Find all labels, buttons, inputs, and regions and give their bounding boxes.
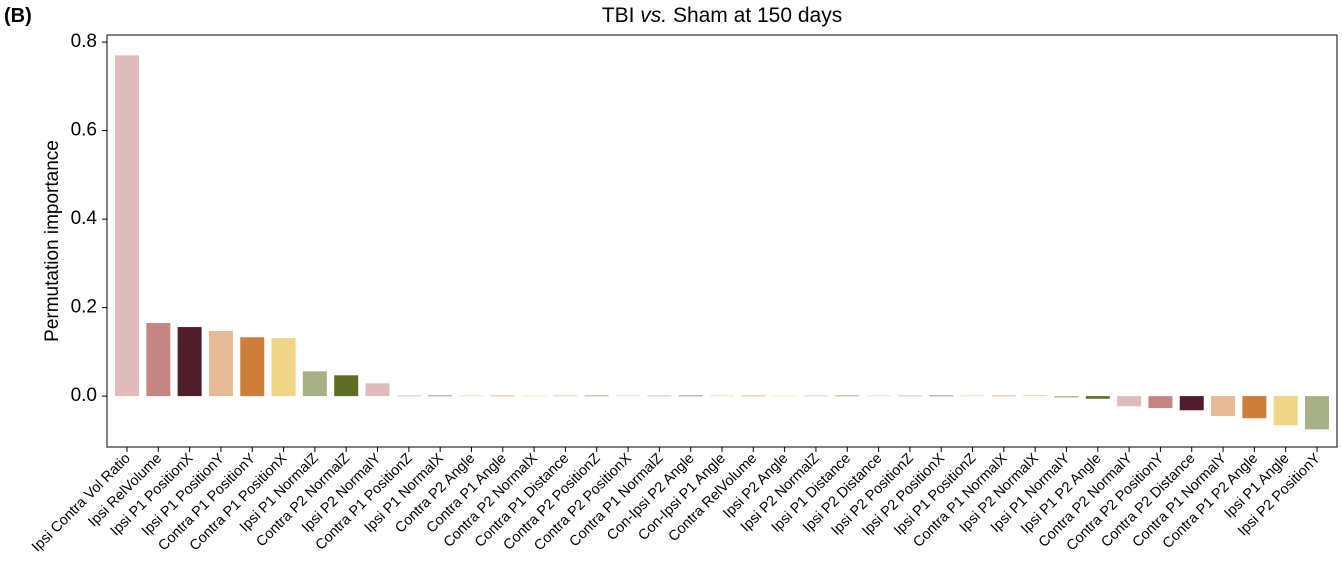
bar <box>208 331 233 397</box>
bar <box>741 395 766 397</box>
bar <box>647 395 672 397</box>
bar <box>616 395 641 397</box>
bar <box>1023 395 1048 397</box>
panel-label: (B) <box>4 5 32 27</box>
bar <box>1305 396 1329 430</box>
bar <box>710 395 734 397</box>
bar <box>365 383 390 397</box>
bar <box>522 395 547 397</box>
bar <box>553 395 578 397</box>
bar <box>1054 396 1079 398</box>
bar <box>897 395 922 397</box>
bar <box>271 338 296 397</box>
bar <box>803 395 828 397</box>
plot-frame <box>106 34 1338 448</box>
bar <box>115 55 139 397</box>
bar <box>678 395 703 397</box>
bar <box>772 395 797 397</box>
bar <box>1273 396 1298 426</box>
bar <box>302 371 327 397</box>
bar <box>490 395 515 397</box>
bar <box>584 395 609 397</box>
bar <box>835 395 860 397</box>
bar <box>428 395 453 397</box>
bar <box>991 395 1016 397</box>
y-tick-label: 0.6 <box>71 120 97 141</box>
bar <box>866 395 891 397</box>
chart-title: TBI vs. Sham at 150 days <box>602 4 842 27</box>
y-tick-label: 0.0 <box>71 385 97 406</box>
bar <box>1211 396 1236 417</box>
bar <box>1117 396 1142 407</box>
title-part: Sham at 150 days <box>667 4 842 27</box>
bar <box>177 327 202 397</box>
bar <box>1148 396 1173 409</box>
y-tick-label: 0.8 <box>71 31 97 52</box>
bar <box>1085 396 1110 399</box>
y-tick-label: 0.2 <box>71 297 97 318</box>
y-axis-label: Permutation importance <box>42 140 63 342</box>
bar <box>1179 396 1204 411</box>
title-part: vs. <box>634 4 667 27</box>
title-part: TBI <box>602 4 635 27</box>
bar <box>960 395 985 397</box>
bar <box>146 323 171 397</box>
bar <box>240 337 265 397</box>
bar <box>1242 396 1267 419</box>
bar <box>334 375 359 397</box>
bar <box>929 395 954 397</box>
y-tick-label: 0.4 <box>71 208 98 229</box>
bar <box>459 395 484 397</box>
bar <box>396 395 421 397</box>
